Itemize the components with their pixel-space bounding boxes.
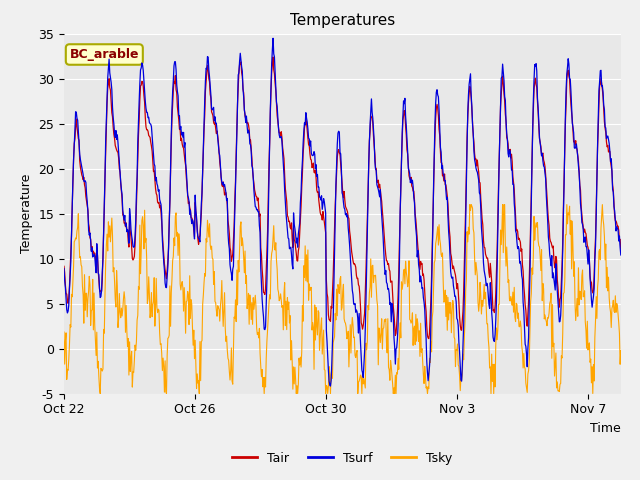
Title: Temperatures: Temperatures bbox=[290, 13, 395, 28]
X-axis label: Time: Time bbox=[590, 422, 621, 435]
Text: BC_arable: BC_arable bbox=[70, 48, 139, 61]
Y-axis label: Temperature: Temperature bbox=[20, 174, 33, 253]
Legend: Tair, Tsurf, Tsky: Tair, Tsurf, Tsky bbox=[227, 447, 458, 469]
